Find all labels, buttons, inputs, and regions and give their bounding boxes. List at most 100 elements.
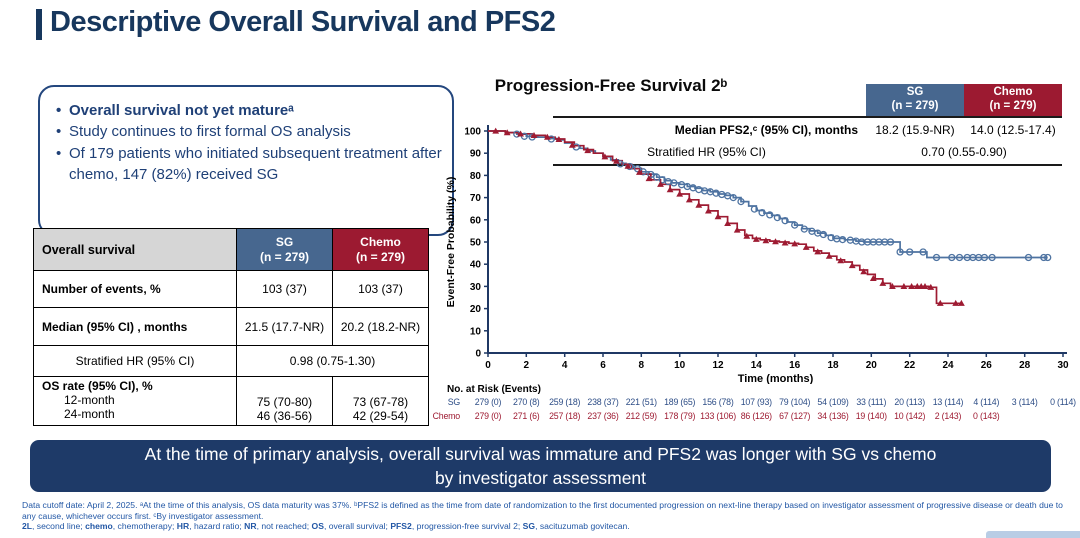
chemo-censor-mark xyxy=(503,129,511,136)
chemo-censor-mark xyxy=(936,299,944,306)
x-tick-label: 6 xyxy=(600,360,606,371)
chemo-censor-mark xyxy=(869,275,877,281)
pfs2-median-label: Median PFS2,ᶜ (95% CI), months xyxy=(674,123,858,137)
sg-censor-mark xyxy=(737,197,745,206)
sg-censor-mark xyxy=(633,165,642,173)
chemo-censor-mark xyxy=(879,279,887,286)
os-rate-chemo-12: 73 (67-78) xyxy=(352,395,409,409)
hr-merged-value: 0.98 (0.75-1.30) xyxy=(236,345,429,377)
risk-value: 133 (106) xyxy=(700,410,736,421)
y-tick-label: 90 xyxy=(470,149,482,160)
chemo-censor-mark xyxy=(705,207,712,214)
sg-censor-mark xyxy=(1040,253,1048,262)
table-row: Stratified HR (95% CI) 0.98 (0.75-1.30) xyxy=(33,345,429,377)
risk-value: 212 (59) xyxy=(625,410,657,421)
risk-value: 10 (142) xyxy=(894,410,926,421)
sg-header-name: SG xyxy=(275,235,294,250)
risk-value: 189 (65) xyxy=(664,397,696,407)
table-header-row: Overall survival SG (n = 279) Chemo (n =… xyxy=(33,228,429,271)
sg-censor-mark xyxy=(729,193,737,202)
key-points-box: Overall survival not yet matureᵃStudy co… xyxy=(38,85,454,236)
risk-value: 156 (78) xyxy=(702,397,734,407)
chemo-censor-mark xyxy=(781,239,789,246)
os-rate-row-label: OS rate (95% CI), % 12-month 24-month xyxy=(33,376,237,426)
chemo-censor-mark xyxy=(791,240,799,247)
abbreviation-term: PFS2 xyxy=(390,521,412,531)
risk-value: 0 (114) xyxy=(1050,397,1076,407)
abbreviation-term: chemo xyxy=(85,521,113,531)
risk-value: 20 (113) xyxy=(894,397,925,407)
os-table-corner-label: Overall survival xyxy=(33,228,237,271)
risk-value: 0 (143) xyxy=(973,410,1000,421)
chemo-censor-mark xyxy=(733,226,741,233)
chemo-censor-mark xyxy=(837,257,845,264)
os-table-header-chemo: Chemo (n = 279) xyxy=(332,228,429,271)
pfs2-stats-header-sg: SG (n = 279) xyxy=(866,84,964,116)
risk-value: 107 (93) xyxy=(740,397,772,407)
os-rate-chemo-values: 73 (67-78) 42 (29-54) xyxy=(332,376,429,426)
events-sg-value: 103 (37) xyxy=(236,270,333,308)
pfs2-hr-label: Stratified HR (95% CI) xyxy=(647,145,766,159)
banner-line-1: At the time of primary analysis, overall… xyxy=(144,443,937,464)
key-points-list: Overall survival not yet matureᵃStudy co… xyxy=(54,100,442,185)
chemo-censor-mark xyxy=(952,299,960,306)
risk-value: 271 (6) xyxy=(513,410,540,421)
sg-curve xyxy=(488,130,1048,259)
risk-value: 270 (8) xyxy=(513,397,540,407)
chemo-censor-mark xyxy=(927,283,935,290)
y-tick-label: 60 xyxy=(470,215,482,226)
pfs2-chemo-n: (n = 279) xyxy=(989,100,1037,112)
sg-censor-mark xyxy=(838,235,847,244)
median-chemo-value: 20.2 (18.2-NR) xyxy=(332,307,429,346)
abbreviation-term: HR xyxy=(176,521,190,531)
risk-value: 178 (79) xyxy=(664,410,696,421)
abbreviation-definition: , hazard ratio; xyxy=(189,521,245,531)
chemo-censor-mark xyxy=(613,157,620,164)
os-rate-sg-24: 46 (36-56) xyxy=(256,409,313,423)
os-rate-sublabel-24: 24-month xyxy=(64,407,115,421)
y-tick-label: 70 xyxy=(470,193,482,204)
x-tick-label: 28 xyxy=(1019,360,1031,371)
sg-censor-mark xyxy=(819,230,828,239)
risk-value: 238 (37) xyxy=(587,397,619,407)
events-row-label: Number of events, % xyxy=(33,270,237,308)
chemo-censor-mark xyxy=(676,190,684,197)
stats-rule-bottom xyxy=(553,164,1062,166)
risk-value: 19 (140) xyxy=(855,410,887,421)
y-tick-label: 0 xyxy=(475,349,481,360)
corner-decoration xyxy=(986,531,1080,538)
risk-value: 13 (114) xyxy=(932,397,964,407)
chemo-censor-mark xyxy=(860,268,868,275)
chemo-censor-mark xyxy=(601,153,609,160)
key-point-3: Of 179 patients who initiated subsequent… xyxy=(54,143,442,186)
hr-row-label: Stratified HR (95% CI) xyxy=(33,345,237,377)
chart-title: Progression-Free Survival 2ᵇ xyxy=(494,76,728,95)
chemo-censor-mark xyxy=(743,232,751,239)
sg-censor-mark xyxy=(766,211,774,219)
sg-censor-mark xyxy=(906,248,914,256)
chemo-censor-mark xyxy=(958,299,965,306)
risk-value: 279 (0) xyxy=(474,410,502,421)
table-row: Number of events, % 103 (37) 103 (37) xyxy=(33,270,429,308)
chemo-header-name: Chemo xyxy=(360,235,401,250)
abbreviation-term: OS xyxy=(311,521,324,531)
x-tick-label: 10 xyxy=(674,360,686,371)
x-tick-label: 12 xyxy=(712,360,724,371)
chemo-censor-mark xyxy=(645,175,653,182)
x-tick-label: 22 xyxy=(904,360,916,371)
chemo-censor-mark xyxy=(772,238,779,245)
abbreviation-term: SG xyxy=(522,521,536,531)
chemo-censor-mark xyxy=(921,283,929,289)
chemo-censor-mark xyxy=(900,283,908,289)
risk-value: 54 (109) xyxy=(817,397,849,407)
os-rate-label: OS rate (95% CI), % xyxy=(42,379,153,393)
pfs2-sg-name: SG xyxy=(906,86,924,99)
title-accent-bar xyxy=(36,9,42,40)
y-axis-label: Event-Free Probability (%) xyxy=(445,177,457,308)
risk-value: 79 (104) xyxy=(779,397,811,407)
chemo-censor-mark xyxy=(762,237,770,244)
risk-value: 2 (143) xyxy=(934,410,962,421)
x-tick-label: 30 xyxy=(1057,360,1069,371)
abbreviation-definition: , progression-free survival 2; xyxy=(411,521,523,531)
